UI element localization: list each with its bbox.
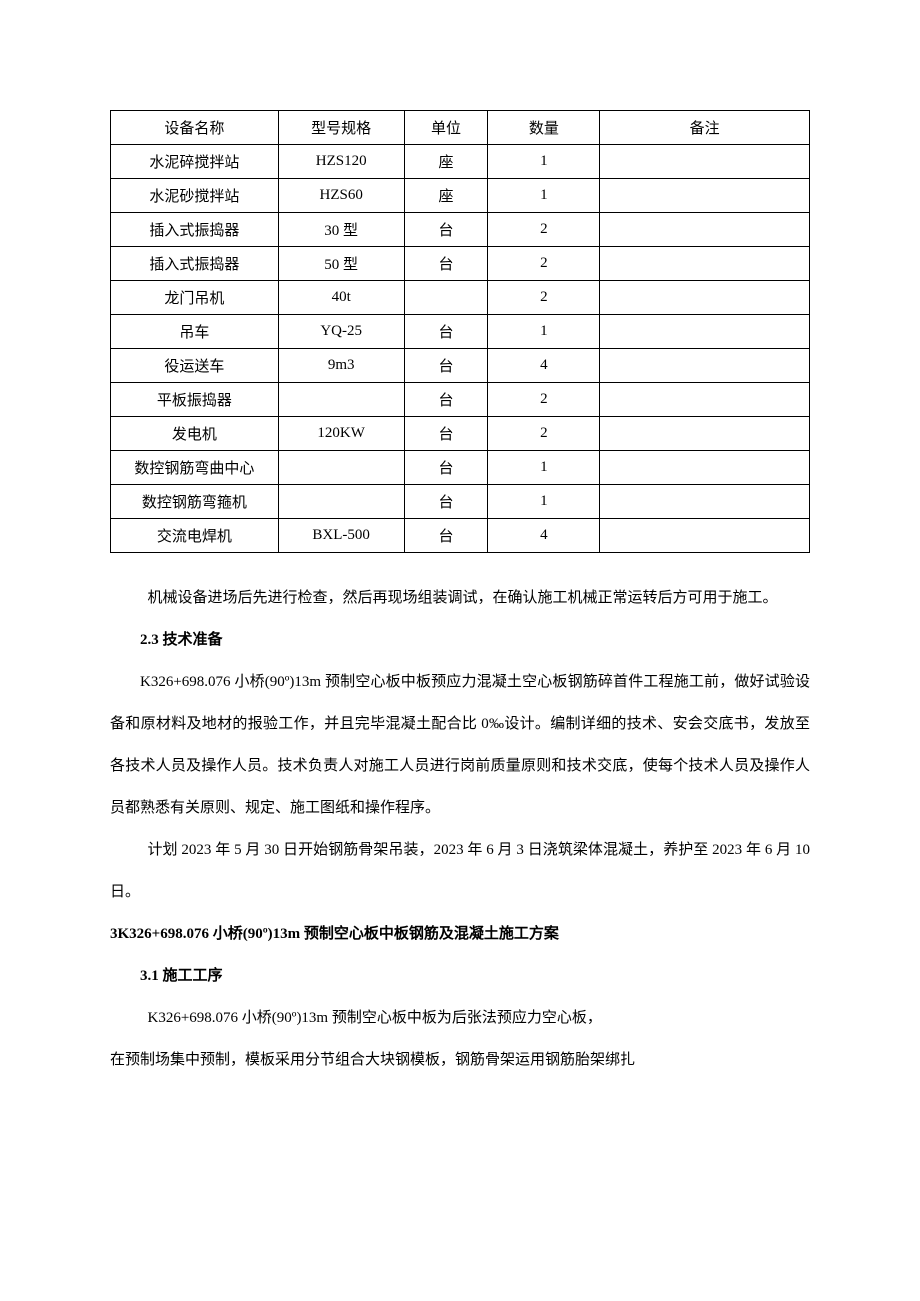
table-cell — [404, 281, 488, 315]
table-cell: HZS120 — [278, 145, 404, 179]
table-cell: 1 — [488, 451, 600, 485]
table-cell: 1 — [488, 485, 600, 519]
equipment-table: 设备名称 型号规格 单位 数量 备注 水泥碎搅拌站HZS120座1水泥砂搅拌站H… — [110, 110, 810, 553]
table-row: 插入式振捣器30 型台2 — [111, 213, 810, 247]
table-cell: 9m3 — [278, 349, 404, 383]
table-cell — [600, 315, 810, 349]
table-row: 发电机120KW台2 — [111, 417, 810, 451]
table-cell: 数控钢筋弯曲中心 — [111, 451, 279, 485]
table-cell — [600, 247, 810, 281]
table-row: 数控钢筋弯箍机 台1 — [111, 485, 810, 519]
table-cell: 役运送车 — [111, 349, 279, 383]
header-name: 设备名称 — [111, 111, 279, 145]
table-cell: 2 — [488, 213, 600, 247]
table-row: 水泥砂搅拌站HZS60座1 — [111, 179, 810, 213]
table-cell — [278, 451, 404, 485]
table-row: 龙门吊机40t 2 — [111, 281, 810, 315]
table-cell: 台 — [404, 383, 488, 417]
table-cell: 4 — [488, 519, 600, 553]
table-cell — [600, 417, 810, 451]
table-cell: BXL-500 — [278, 519, 404, 553]
table-cell — [600, 179, 810, 213]
section-3-1-title: 3.1 施工工序 — [110, 955, 810, 997]
table-cell: 台 — [404, 485, 488, 519]
header-remark: 备注 — [600, 111, 810, 145]
table-cell: 台 — [404, 315, 488, 349]
table-row: 交流电焊机BXL-500台4 — [111, 519, 810, 553]
header-model: 型号规格 — [278, 111, 404, 145]
section-3-1-para-2: 在预制场集中预制，模板采用分节组合大块钢模板，钢筋骨架运用钢筋胎架绑扎 — [110, 1039, 810, 1081]
table-row: 平板振捣器 台2 — [111, 383, 810, 417]
table-row: 数控钢筋弯曲中心 台1 — [111, 451, 810, 485]
table-cell: 水泥碎搅拌站 — [111, 145, 279, 179]
table-cell: 1 — [488, 315, 600, 349]
table-cell: 2 — [488, 281, 600, 315]
table-cell: 插入式振捣器 — [111, 213, 279, 247]
section-2-3-title: 2.3 技术准备 — [110, 619, 810, 661]
table-cell — [600, 281, 810, 315]
table-cell — [600, 451, 810, 485]
table-cell — [600, 485, 810, 519]
section-3-title: 3K326+698.076 小桥(90º)13m 预制空心板中板钢筋及混凝土施工… — [110, 913, 810, 955]
table-cell: 龙门吊机 — [111, 281, 279, 315]
table-cell: 台 — [404, 451, 488, 485]
section-3-1-para-1: K326+698.076 小桥(90º)13m 预制空心板中板为后张法预应力空心… — [110, 997, 810, 1039]
table-cell: 120KW — [278, 417, 404, 451]
section-2-3-para-2: 计划 2023 年 5 月 30 日开始钢筋骨架吊装，2023 年 6 月 3 … — [110, 829, 810, 913]
table-row: 插入式振捣器50 型台2 — [111, 247, 810, 281]
table-cell: 1 — [488, 145, 600, 179]
table-cell: 数控钢筋弯箍机 — [111, 485, 279, 519]
table-cell — [278, 383, 404, 417]
table-cell: 平板振捣器 — [111, 383, 279, 417]
table-cell: 座 — [404, 179, 488, 213]
table-cell: 2 — [488, 247, 600, 281]
table-cell — [600, 213, 810, 247]
table-cell: 台 — [404, 417, 488, 451]
header-unit: 单位 — [404, 111, 488, 145]
header-qty: 数量 — [488, 111, 600, 145]
table-cell: 40t — [278, 281, 404, 315]
table-cell — [600, 519, 810, 553]
table-cell: 水泥砂搅拌站 — [111, 179, 279, 213]
table-cell — [278, 485, 404, 519]
table-cell: 1 — [488, 179, 600, 213]
table-cell: 台 — [404, 213, 488, 247]
table-header-row: 设备名称 型号规格 单位 数量 备注 — [111, 111, 810, 145]
table-cell: 台 — [404, 247, 488, 281]
table-cell: 吊车 — [111, 315, 279, 349]
table-cell: HZS60 — [278, 179, 404, 213]
table-cell: 座 — [404, 145, 488, 179]
table-cell: 插入式振捣器 — [111, 247, 279, 281]
table-cell: 2 — [488, 417, 600, 451]
table-cell: 台 — [404, 519, 488, 553]
table-cell — [600, 145, 810, 179]
table-cell: 30 型 — [278, 213, 404, 247]
table-cell: 2 — [488, 383, 600, 417]
table-cell: 发电机 — [111, 417, 279, 451]
table-cell: 台 — [404, 349, 488, 383]
table-cell: YQ-25 — [278, 315, 404, 349]
para-after-table: 机械设备进场后先进行检查，然后再现场组装调试，在确认施工机械正常运转后方可用于施… — [110, 577, 810, 619]
table-row: 役运送车9m3台4 — [111, 349, 810, 383]
table-row: 水泥碎搅拌站HZS120座1 — [111, 145, 810, 179]
table-cell — [600, 383, 810, 417]
section-2-3-para-1: K326+698.076 小桥(90º)13m 预制空心板中板预应力混凝土空心板… — [110, 661, 810, 829]
table-cell: 交流电焊机 — [111, 519, 279, 553]
table-cell: 4 — [488, 349, 600, 383]
table-cell — [600, 349, 810, 383]
table-cell: 50 型 — [278, 247, 404, 281]
table-row: 吊车YQ-25台1 — [111, 315, 810, 349]
